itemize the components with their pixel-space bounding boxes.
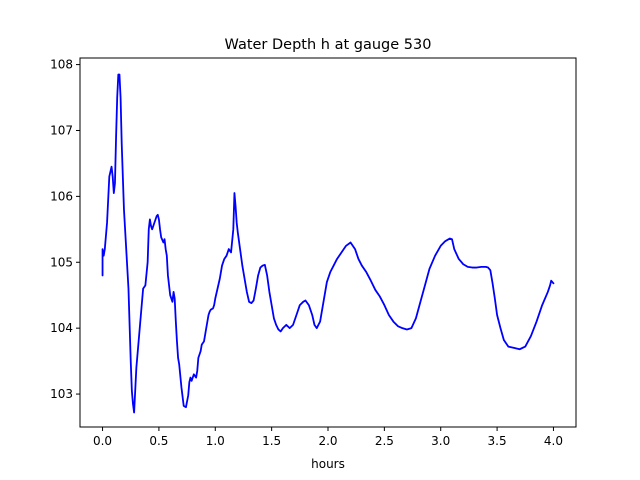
plot-background — [80, 58, 576, 427]
y-tick-label: 107 — [50, 123, 73, 137]
y-tick-label: 103 — [50, 387, 73, 401]
x-tick-label: 0.5 — [149, 434, 168, 448]
plot-area — [79, 57, 577, 428]
chart-title: Water Depth h at gauge 530 — [225, 37, 432, 53]
y-axis: 103 104 105 106 107 108 — [50, 58, 80, 401]
x-tick-label: 3.5 — [488, 434, 507, 448]
x-tick-label: 3.0 — [431, 434, 450, 448]
series-line — [101, 73, 555, 414]
x-tick-label: 2.0 — [318, 434, 337, 448]
y-tick-label: 106 — [50, 189, 73, 203]
x-axis: 0.0 0.5 1.0 1.5 2.0 2.5 3.0 3.5 4.0 — [93, 427, 563, 448]
x-tick-label: 1.5 — [262, 434, 281, 448]
x-tick-label: 2.5 — [375, 434, 394, 448]
x-tick-label: 4.0 — [544, 434, 563, 448]
y-tick-label: 105 — [50, 255, 73, 269]
x-tick-label: 1.0 — [206, 434, 225, 448]
y-tick-label: 108 — [50, 58, 73, 72]
x-axis-label: hours — [311, 457, 345, 471]
x-tick-label: 0.0 — [93, 434, 112, 448]
y-tick-label: 104 — [50, 321, 73, 335]
